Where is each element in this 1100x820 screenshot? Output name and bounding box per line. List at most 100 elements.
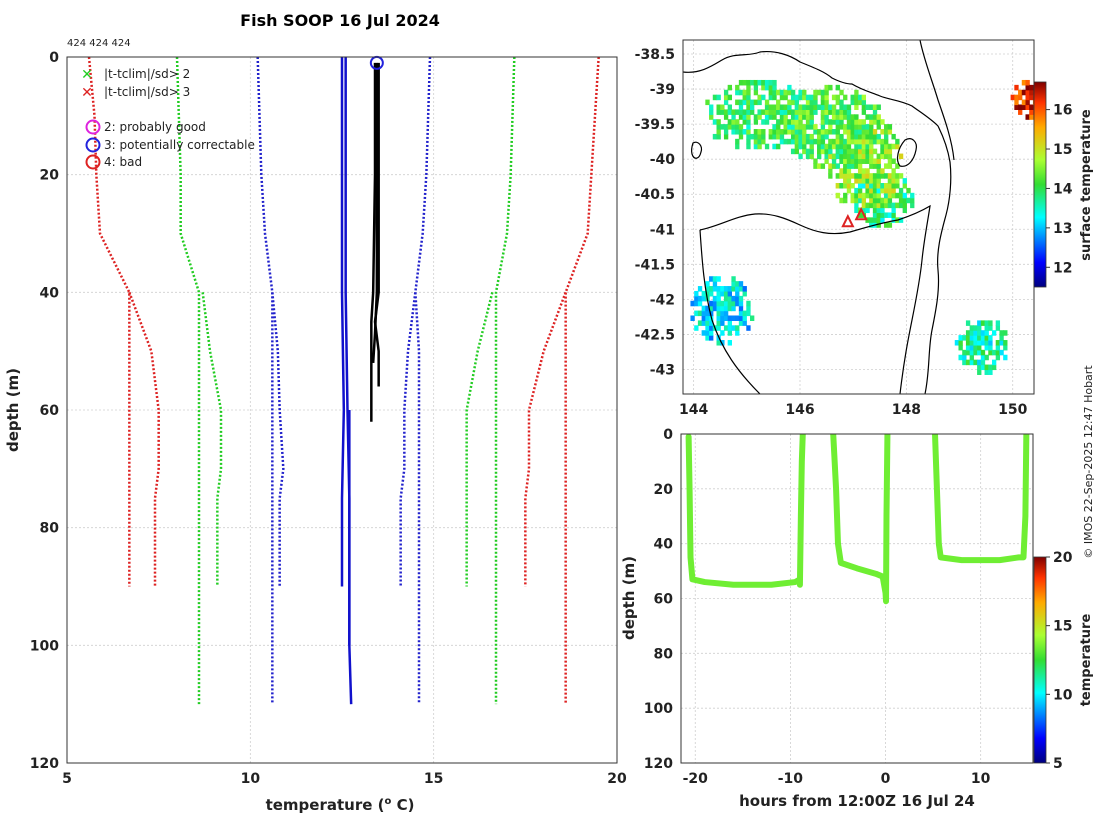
legend-item-bad: 4: bad	[104, 155, 142, 169]
timeseries-y-tick-label: 40	[654, 537, 674, 553]
sst-pixel	[895, 192, 900, 199]
sst-pixel	[835, 163, 840, 169]
sst-pixel	[980, 359, 986, 366]
timeseries-grid	[681, 433, 1033, 764]
sst-pixel	[995, 344, 1001, 351]
sst-pixel	[712, 281, 718, 287]
sst-pixel	[709, 290, 714, 297]
profile-y-tick-label: 40	[40, 285, 60, 301]
sst-pixel	[753, 138, 759, 145]
map-colorbar-tick-label: 14	[1053, 181, 1073, 197]
sst-pixel	[813, 104, 818, 110]
timeseries-x-ticks: -20 -10 0 10	[683, 771, 991, 787]
sst-pixel	[962, 354, 967, 361]
sst-pixel	[857, 168, 863, 174]
sst-pixel	[887, 187, 893, 194]
sst-pixel	[850, 192, 855, 199]
sst-pixel	[906, 197, 911, 204]
sst-pixel	[820, 119, 826, 125]
sst-pixel	[735, 129, 740, 135]
sst-pixel	[835, 109, 840, 115]
sst-pixel	[757, 99, 762, 106]
sst-pixel	[846, 129, 852, 135]
sst-pixel	[884, 222, 889, 228]
sst-pixel	[880, 197, 885, 204]
sst-pixel	[869, 187, 874, 194]
sst-pixel	[869, 124, 874, 130]
sst-pixel	[723, 305, 729, 312]
sst-pixel	[746, 138, 751, 145]
sst-pixel	[783, 109, 788, 115]
timeseries-x-tick-label: 0	[881, 771, 891, 787]
sst-pixel	[962, 335, 967, 341]
sst-pixel	[720, 300, 725, 307]
sst-pixel	[817, 148, 822, 155]
sst-pixel	[813, 163, 818, 169]
sst-pixel	[965, 320, 971, 326]
sst-pixel	[995, 349, 1001, 356]
profile-legend: ✕ |t-tclim|/sd> 2 ✕ |t-tclim|/sd> 3 2: p…	[81, 67, 255, 170]
sst-pixel	[857, 153, 863, 160]
timeseries-track-2	[830, 434, 891, 605]
sst-pixel	[764, 114, 770, 120]
sst-pixel	[854, 207, 859, 214]
sst-pixel	[861, 133, 867, 140]
sst-pixel	[984, 354, 989, 361]
profile-x-ticks: 5 10 15 20	[62, 771, 627, 787]
sst-pixel	[738, 104, 744, 110]
sst-pixel	[828, 109, 833, 115]
sst-pixel	[887, 153, 893, 160]
sst-pixel	[802, 138, 807, 145]
sst-pixel	[880, 202, 885, 209]
sst-pixel	[820, 89, 826, 96]
sst-pixel	[779, 94, 785, 101]
sst-pixel	[846, 133, 852, 140]
map-y-tick-label: -38.5	[635, 47, 675, 63]
sst-pixel	[850, 158, 855, 164]
sst-pixel	[991, 364, 997, 371]
sst-pixel	[727, 305, 732, 312]
sst-pixel	[735, 109, 740, 115]
sst-pixel	[794, 109, 800, 115]
sst-pixel	[876, 217, 881, 223]
sst-pixel	[835, 119, 840, 125]
sst-pixel	[794, 138, 800, 145]
legend-x-red-icon: ✕	[81, 85, 93, 101]
sst-pixel	[705, 281, 710, 287]
profile-y-tick-label: 80	[40, 521, 60, 537]
sst-pixel	[817, 104, 822, 110]
sst-pixel	[809, 153, 814, 160]
sst-pixel	[809, 94, 814, 101]
sst-pixel	[723, 124, 729, 130]
sst-pixel	[779, 119, 785, 125]
sst-pixel	[1029, 114, 1034, 120]
sst-pixel	[876, 207, 881, 214]
sst-pixel	[701, 330, 706, 336]
sst-pixel	[965, 340, 971, 346]
sst-pixel	[731, 325, 736, 331]
profile-series-clim-2sd-left-b	[201, 292, 223, 587]
sst-pixel	[876, 197, 881, 204]
sst-pixel	[727, 315, 732, 321]
sst-pixel	[880, 168, 885, 174]
sst-pixel	[761, 84, 766, 91]
sst-pixel	[846, 158, 852, 164]
sst-pixel	[865, 143, 870, 150]
sst-pixel	[735, 295, 740, 302]
profile-series-clim-3sd-left	[87, 57, 131, 587]
sst-pixel	[846, 148, 852, 155]
sst-pixel	[723, 129, 729, 135]
sst-pixel	[723, 109, 729, 115]
sst-pixel	[1003, 344, 1008, 351]
sst-pixel	[723, 89, 729, 96]
sst-pixel	[839, 153, 844, 160]
sst-pixel	[846, 153, 852, 160]
sst-pixel	[869, 197, 874, 204]
sst-pixel	[980, 340, 986, 346]
sst-pixel	[869, 104, 874, 110]
sst-pixel	[872, 129, 878, 135]
sst-pixel	[887, 163, 893, 169]
sst-pixel	[828, 143, 833, 150]
sst-pixel	[731, 286, 736, 292]
sst-pixel	[861, 119, 867, 125]
